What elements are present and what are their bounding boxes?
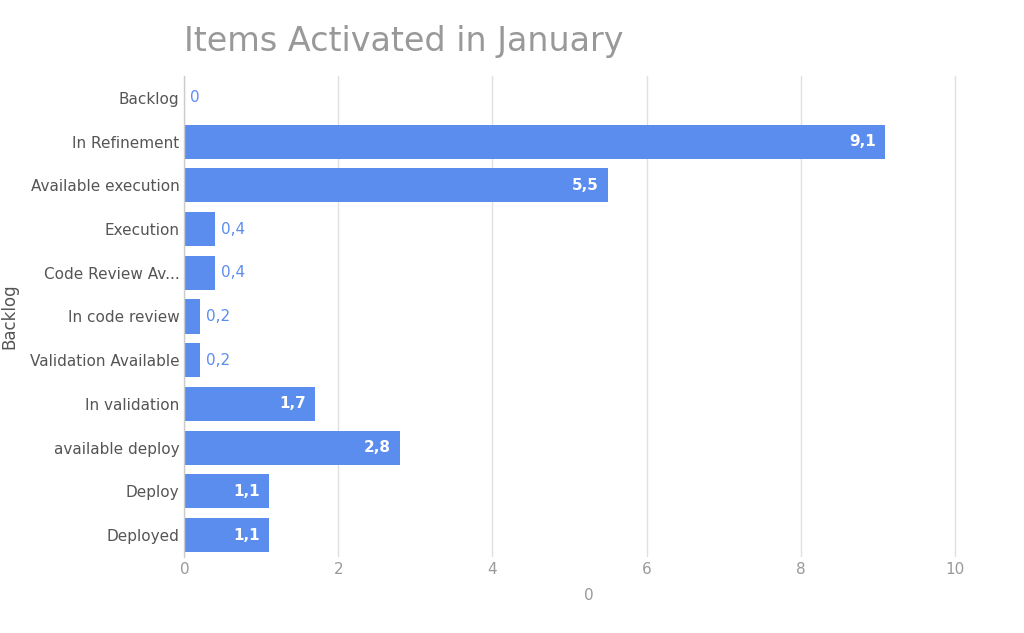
Text: 0,2: 0,2 xyxy=(206,353,230,368)
Bar xyxy=(184,343,200,377)
Bar xyxy=(184,299,200,334)
Text: 1,1: 1,1 xyxy=(233,484,260,499)
Text: Items Activated in January: Items Activated in January xyxy=(184,25,624,58)
Text: 2,8: 2,8 xyxy=(364,440,391,455)
X-axis label: 0: 0 xyxy=(584,588,594,603)
Text: 0,4: 0,4 xyxy=(221,222,246,237)
Text: 5,5: 5,5 xyxy=(572,178,599,193)
Bar xyxy=(184,518,269,552)
Text: 1,7: 1,7 xyxy=(280,396,306,411)
Bar xyxy=(184,212,215,246)
Bar xyxy=(184,256,215,290)
Bar xyxy=(184,125,886,159)
Text: 1,1: 1,1 xyxy=(233,528,260,542)
Text: 0,4: 0,4 xyxy=(221,265,246,280)
Text: 9,1: 9,1 xyxy=(850,134,877,149)
Bar xyxy=(184,387,315,421)
Bar xyxy=(184,430,400,465)
Text: 0,2: 0,2 xyxy=(206,309,230,324)
Text: 0: 0 xyxy=(190,91,200,105)
Bar xyxy=(184,168,608,203)
Y-axis label: Backlog: Backlog xyxy=(1,284,18,349)
Bar xyxy=(184,474,269,508)
